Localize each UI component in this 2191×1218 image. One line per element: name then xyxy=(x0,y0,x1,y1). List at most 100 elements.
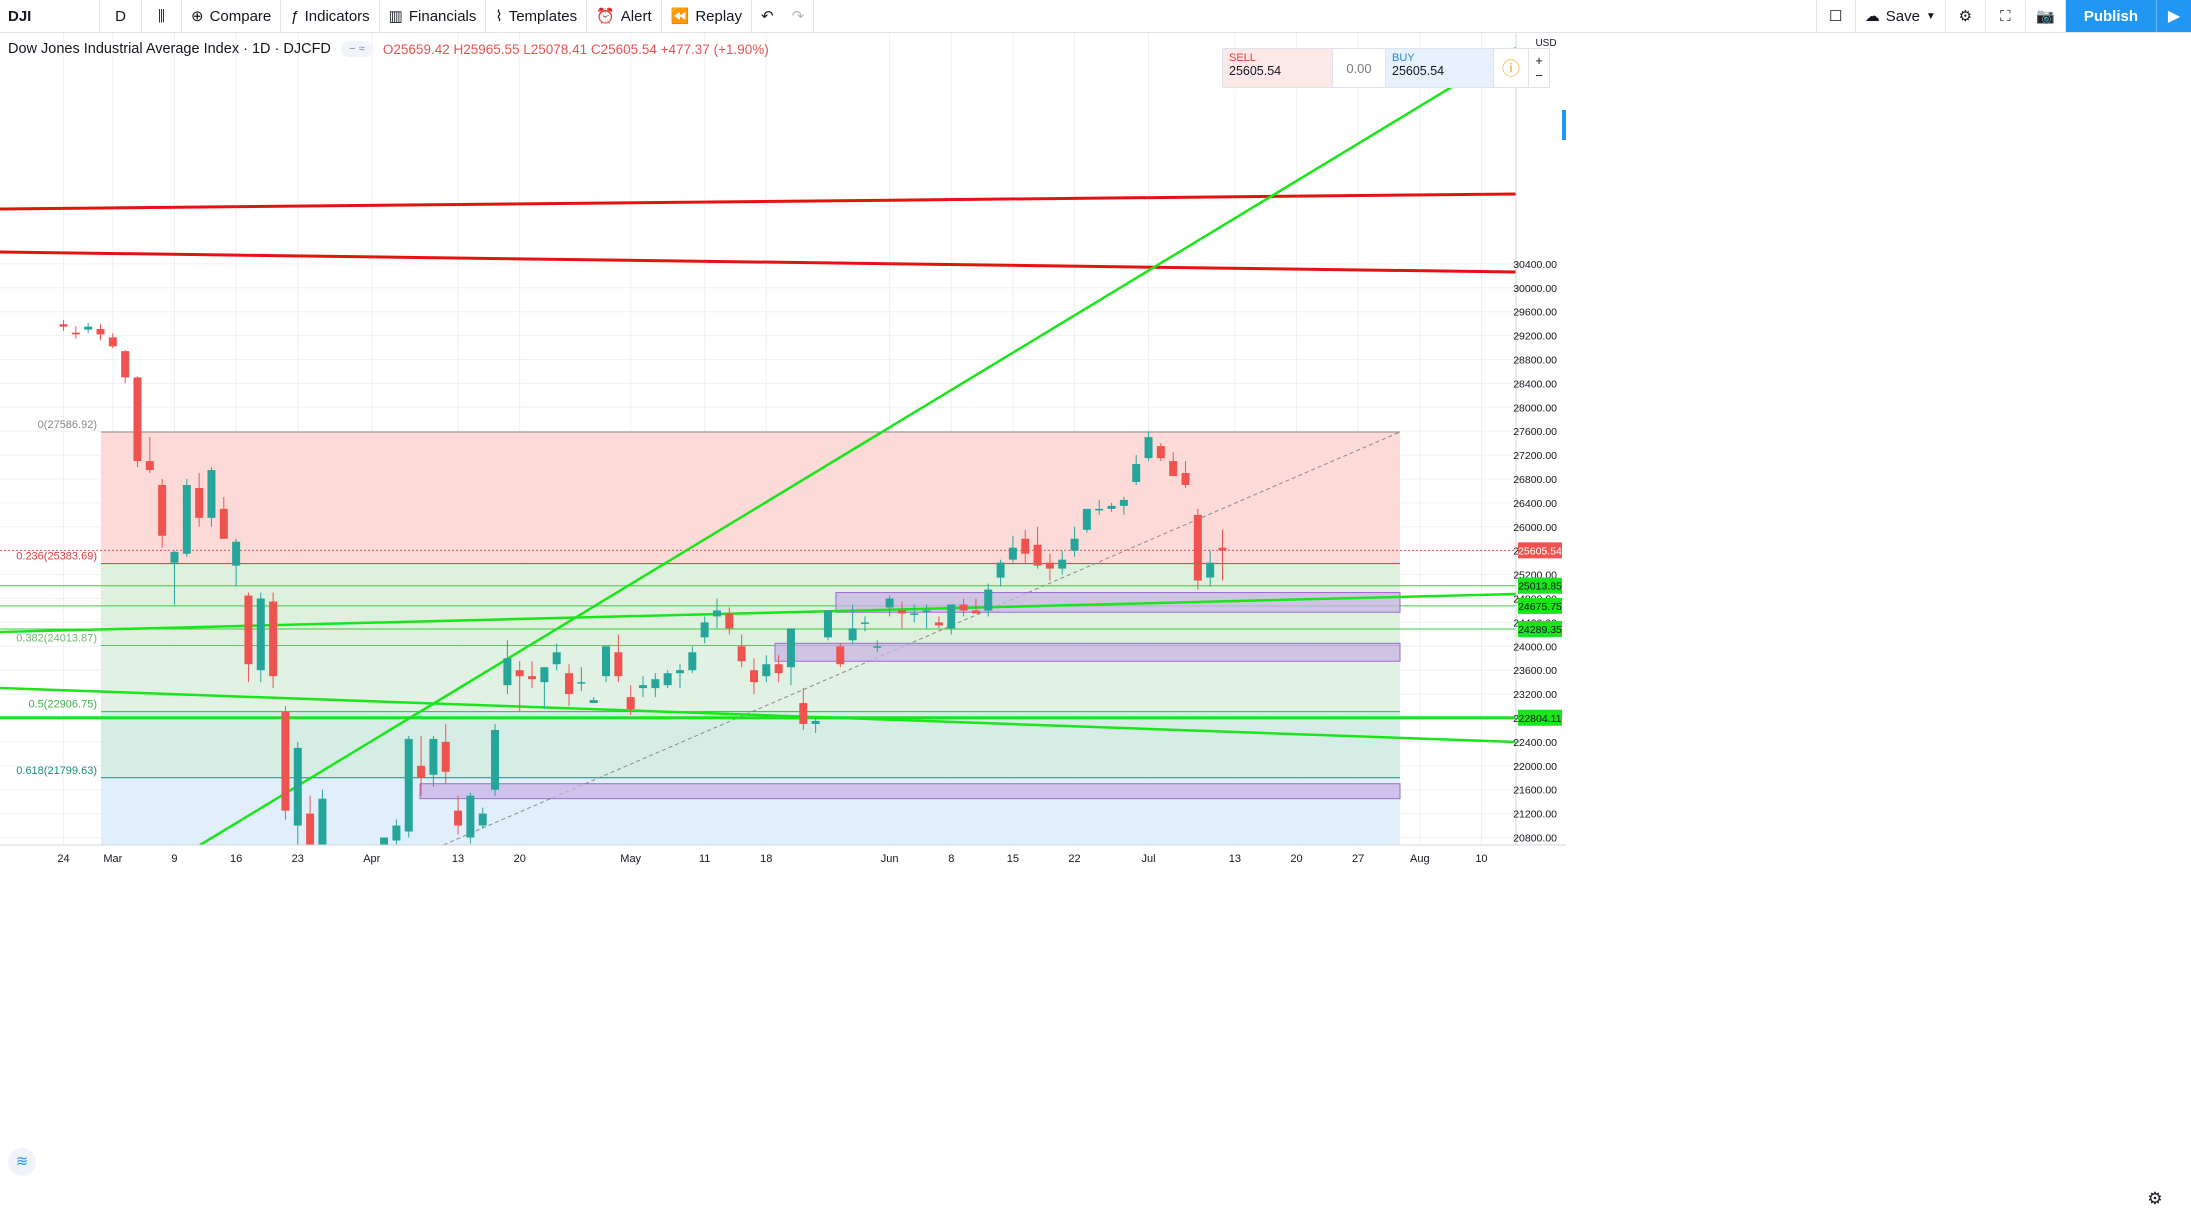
alarm-clock-icon: ⏰ xyxy=(596,8,615,25)
candle-body xyxy=(1107,505,1116,509)
support-trendline-middle xyxy=(0,592,1516,634)
fib-label: 0.5(22906.75) xyxy=(29,699,98,711)
candle-body xyxy=(207,470,216,518)
interval-button[interactable]: D xyxy=(100,0,142,32)
price-axis-badge-label: 24675.75 xyxy=(1518,601,1562,613)
price-tick-label: 24000.00 xyxy=(1513,641,1557,653)
financials-label: Financials xyxy=(408,7,477,25)
snapshot-button[interactable]: 📷 xyxy=(2026,0,2066,32)
publish-label: Publish xyxy=(2083,7,2138,25)
time-tick-label: May xyxy=(620,853,641,865)
plot-area: 0(27586.92) 0.236(25383.69) 0.382(24013.87… xyxy=(0,32,1516,845)
financials-button[interactable]: ▥ Financials xyxy=(380,0,487,32)
buy-price: 25605.54 xyxy=(1392,64,1445,78)
symbol-search[interactable]: DJI xyxy=(0,0,100,32)
blank-right-area xyxy=(1566,32,2191,871)
candle-body xyxy=(663,673,672,686)
price-axis-badge-label: 25013.85 xyxy=(1518,581,1562,593)
function-icon: ƒ xyxy=(290,7,299,25)
time-tick-label: 9 xyxy=(171,853,177,865)
rewind-icon: ⏪ xyxy=(670,8,690,25)
candle-body xyxy=(1193,514,1202,581)
candle-body xyxy=(145,461,154,471)
candle-body xyxy=(922,610,931,612)
candle-body xyxy=(1181,473,1190,485)
candle-body xyxy=(454,810,463,826)
price-tick-label: 28800.00 xyxy=(1513,355,1557,367)
publish-button[interactable]: Publish xyxy=(2065,0,2156,32)
price-tick-label: 22400.00 xyxy=(1513,737,1557,749)
candle-body xyxy=(429,738,438,775)
candle-body xyxy=(158,484,167,536)
candle-body xyxy=(676,670,684,674)
candle-body xyxy=(318,798,327,845)
chart-type-button[interactable]: ⫼ xyxy=(142,0,182,32)
alert-button[interactable]: ⏰ Alert xyxy=(587,0,662,32)
buy-button[interactable]: BUY 25605.54 xyxy=(1385,49,1493,87)
spread-value: 0.00 xyxy=(1346,60,1372,76)
candle-body xyxy=(219,508,228,539)
candle-body xyxy=(1033,544,1042,566)
support-trendline-lower xyxy=(0,686,1516,744)
settings-button[interactable]: ⚙ xyxy=(1946,0,1986,32)
info-icon[interactable]: ⓘ xyxy=(1493,49,1528,87)
candle-body xyxy=(392,825,401,841)
toolbar-right: ☐ ☁ Save ▼ ⚙ ⛶ 📷 Publish ▶ xyxy=(1815,0,2191,32)
layout-button[interactable]: ☐ xyxy=(1815,0,1856,32)
legend-toggle[interactable]: − ≈ xyxy=(340,41,373,57)
fib-label: 0.236(25383.69) xyxy=(16,551,97,563)
sell-button[interactable]: SELL 25605.54 xyxy=(1223,49,1333,87)
undo-button[interactable]: ↶ xyxy=(752,0,783,32)
candle-body xyxy=(626,697,635,710)
candle-body xyxy=(552,652,561,665)
minus-icon[interactable]: − xyxy=(1535,68,1543,83)
fib-band xyxy=(101,431,1400,564)
bar-chart-icon: ▥ xyxy=(388,8,403,25)
price-tick-label: 26000.00 xyxy=(1513,522,1557,534)
candle-body xyxy=(182,484,191,554)
candle-body xyxy=(441,741,450,772)
gear-icon: ⚙ xyxy=(1958,8,1973,25)
tradingview-logo-icon[interactable]: ≋ xyxy=(8,1148,36,1176)
symbol-label: DJI xyxy=(8,7,32,25)
time-tick-label: 23 xyxy=(292,853,304,865)
time-tick-label: 22 xyxy=(1068,853,1080,865)
compare-button[interactable]: ⊕ Compare xyxy=(182,0,282,32)
candle-body xyxy=(749,670,758,683)
publish-options-button[interactable]: ▶ xyxy=(2156,0,2191,32)
time-tick-label: 16 xyxy=(230,853,242,865)
redo-button[interactable]: ↷ xyxy=(783,0,815,32)
plus-icon[interactable]: + xyxy=(1535,53,1543,68)
candle-body xyxy=(232,541,241,566)
time-tick-label: 24 xyxy=(57,853,69,865)
price-tick-label: 26800.00 xyxy=(1513,474,1557,486)
time-tick-label: Mar xyxy=(103,853,122,865)
price-tick-label: 20800.00 xyxy=(1513,833,1557,845)
indicators-button[interactable]: ƒ Indicators xyxy=(281,0,380,32)
price-tick-label: 29200.00 xyxy=(1513,331,1557,343)
support-trendline-rising xyxy=(199,46,1516,845)
candles-icon: ⫼ xyxy=(158,7,165,25)
candle-body xyxy=(1082,508,1091,530)
sell-label: SELL xyxy=(1229,52,1256,64)
candle-body xyxy=(577,682,586,684)
candle-body xyxy=(71,332,80,335)
fib-band xyxy=(101,711,1400,778)
square-icon: ☐ xyxy=(1828,8,1843,25)
candle-body xyxy=(108,337,117,347)
templates-label: Templates xyxy=(508,7,578,25)
axis-settings-gear-icon[interactable]: ⚙ xyxy=(2147,1189,2163,1208)
replay-button[interactable]: ⏪ Replay xyxy=(662,0,753,32)
quantity-stepper[interactable]: + − xyxy=(1528,49,1549,87)
price-axis-badge-label: 22804.11 xyxy=(1518,713,1561,725)
candle-body xyxy=(799,703,808,724)
candle-body xyxy=(96,329,105,335)
templates-button[interactable]: ⌇ Templates xyxy=(486,0,588,32)
save-button[interactable]: ☁ Save ▼ xyxy=(1856,0,1946,32)
blank-area xyxy=(0,871,2191,1218)
fib-label: 0(27586.92) xyxy=(38,419,97,431)
undo-icon: ↶ xyxy=(761,8,774,25)
candle-body xyxy=(873,646,882,648)
fullscreen-button[interactable]: ⛶ xyxy=(1986,0,2026,32)
